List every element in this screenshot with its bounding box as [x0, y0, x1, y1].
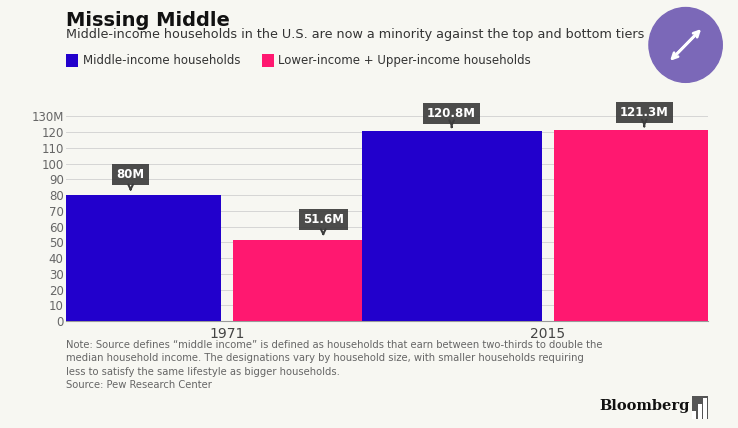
Circle shape [649, 8, 723, 82]
Text: 120.8M: 120.8M [427, 107, 476, 127]
Text: Note: Source defines “middle income” is defined as households that earn between : Note: Source defines “middle income” is … [66, 340, 603, 390]
Text: 80M: 80M [117, 168, 145, 189]
Bar [41, 195, 221, 321]
Bar [554, 130, 734, 321]
Text: Middle-income households: Middle-income households [83, 54, 240, 67]
Text: Bloomberg: Bloomberg [600, 399, 690, 413]
Bar [703, 398, 707, 419]
Bar [697, 404, 702, 419]
Text: 121.3M: 121.3M [620, 106, 669, 126]
Text: Middle-income households in the U.S. are now a minority against the top and bott: Middle-income households in the U.S. are… [66, 28, 645, 41]
Bar [692, 411, 696, 419]
Text: Lower-income + Upper-income households: Lower-income + Upper-income households [278, 54, 531, 67]
Bar [362, 131, 542, 321]
Bar [233, 240, 413, 321]
Text: 51.6M: 51.6M [303, 213, 344, 234]
Text: Missing Middle: Missing Middle [66, 11, 230, 30]
